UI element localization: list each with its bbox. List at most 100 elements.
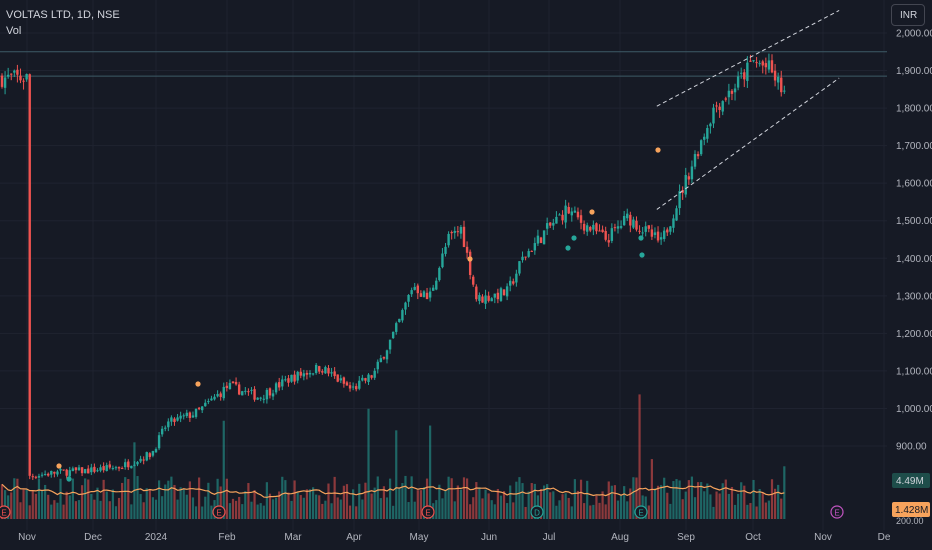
- candle-body[interactable]: [376, 361, 379, 370]
- candle-body[interactable]: [758, 63, 761, 65]
- candle-body[interactable]: [330, 372, 333, 374]
- candle-body[interactable]: [40, 474, 44, 476]
- candle-body[interactable]: [536, 235, 540, 244]
- candle-body[interactable]: [271, 393, 275, 397]
- candle-body[interactable]: [188, 412, 192, 418]
- candle-body[interactable]: [527, 251, 530, 257]
- candle-body[interactable]: [592, 224, 595, 230]
- candle-body[interactable]: [663, 230, 666, 239]
- candle-body[interactable]: [160, 428, 164, 435]
- event-tag-marker[interactable]: [830, 505, 844, 519]
- candle-body[interactable]: [333, 371, 336, 377]
- candle-body[interactable]: [382, 356, 386, 359]
- candle-body[interactable]: [0, 75, 4, 87]
- candle-body[interactable]: [404, 302, 407, 310]
- candle-body[interactable]: [53, 471, 56, 474]
- candle-body[interactable]: [484, 295, 487, 304]
- candle-body[interactable]: [453, 230, 456, 233]
- candle-body[interactable]: [607, 240, 610, 243]
- candle-body[interactable]: [265, 389, 269, 400]
- candle-body[interactable]: [13, 70, 16, 73]
- candle-body[interactable]: [37, 476, 41, 478]
- candle-body[interactable]: [228, 382, 232, 390]
- candle-body[interactable]: [358, 380, 361, 389]
- candle-body[interactable]: [589, 226, 592, 231]
- candle-body[interactable]: [472, 276, 475, 285]
- candle-body[interactable]: [388, 339, 392, 350]
- candle-body[interactable]: [740, 72, 743, 74]
- candle-body[interactable]: [644, 226, 647, 232]
- candle-body[interactable]: [305, 372, 309, 375]
- candle-body[interactable]: [715, 105, 718, 107]
- candle-body[interactable]: [598, 230, 601, 232]
- candle-body[interactable]: [96, 470, 99, 472]
- candle-body[interactable]: [111, 468, 115, 470]
- candle-body[interactable]: [770, 60, 774, 73]
- candle-body[interactable]: [324, 367, 327, 374]
- candle-body[interactable]: [416, 285, 419, 294]
- candle-body[interactable]: [761, 61, 764, 66]
- candle-body[interactable]: [90, 467, 93, 473]
- candle-body[interactable]: [465, 246, 469, 253]
- candle-body[interactable]: [93, 466, 96, 472]
- candle-body[interactable]: [364, 378, 367, 381]
- candle-body[interactable]: [659, 237, 663, 240]
- candle-body[interactable]: [321, 371, 324, 373]
- candle-body[interactable]: [148, 453, 152, 457]
- candle-body[interactable]: [678, 191, 681, 209]
- candle-body[interactable]: [669, 226, 672, 232]
- event-tag-marker[interactable]: [0, 505, 11, 519]
- event-dot-marker[interactable]: [638, 235, 644, 241]
- event-dot-marker[interactable]: [639, 252, 645, 258]
- candle-body[interactable]: [706, 128, 709, 139]
- candle-body[interactable]: [385, 350, 389, 360]
- candle-body[interactable]: [515, 273, 518, 283]
- candle-body[interactable]: [117, 467, 121, 469]
- candle-body[interactable]: [167, 421, 170, 428]
- candle-body[interactable]: [77, 467, 81, 471]
- candle-body[interactable]: [764, 63, 768, 68]
- candle-body[interactable]: [31, 476, 34, 478]
- candle-body[interactable]: [755, 62, 758, 64]
- event-tag-marker[interactable]: [212, 505, 226, 519]
- candle-body[interactable]: [422, 291, 426, 298]
- candle-body[interactable]: [19, 75, 22, 81]
- candle-body[interactable]: [699, 140, 703, 155]
- candle-body[interactable]: [502, 289, 506, 296]
- candle-body[interactable]: [262, 398, 265, 400]
- candle-body[interactable]: [302, 373, 306, 377]
- candle-body[interactable]: [68, 470, 71, 477]
- candle-body[interactable]: [136, 461, 139, 465]
- candle-body[interactable]: [638, 230, 641, 232]
- candle-body[interactable]: [102, 466, 105, 471]
- candle-body[interactable]: [767, 60, 771, 70]
- candle-body[interactable]: [281, 379, 284, 387]
- candle-body[interactable]: [308, 372, 312, 375]
- candle-body[interactable]: [635, 220, 638, 230]
- currency-button[interactable]: INR: [891, 4, 925, 26]
- candle-body[interactable]: [549, 222, 552, 226]
- candle-body[interactable]: [367, 374, 370, 383]
- candle-body[interactable]: [179, 415, 182, 419]
- candle-body[interactable]: [733, 88, 737, 93]
- candle-body[interactable]: [564, 205, 567, 223]
- candle-body[interactable]: [647, 225, 650, 229]
- candle-body[interactable]: [379, 358, 383, 363]
- candle-body[interactable]: [124, 462, 127, 468]
- candle-body[interactable]: [207, 401, 210, 403]
- candle-body[interactable]: [268, 388, 272, 396]
- candle-body[interactable]: [278, 382, 281, 388]
- candle-body[interactable]: [22, 80, 25, 82]
- candle-body[interactable]: [743, 72, 746, 80]
- candle-body[interactable]: [456, 231, 460, 233]
- candle-body[interactable]: [219, 393, 222, 397]
- candle-body[interactable]: [191, 415, 195, 418]
- candle-body[interactable]: [56, 471, 59, 475]
- candle-body[interactable]: [505, 286, 509, 297]
- candle-body[interactable]: [342, 377, 346, 384]
- candle-body[interactable]: [749, 60, 752, 62]
- candle-body[interactable]: [616, 226, 620, 229]
- candle-body[interactable]: [576, 211, 580, 218]
- candle-body[interactable]: [512, 281, 515, 284]
